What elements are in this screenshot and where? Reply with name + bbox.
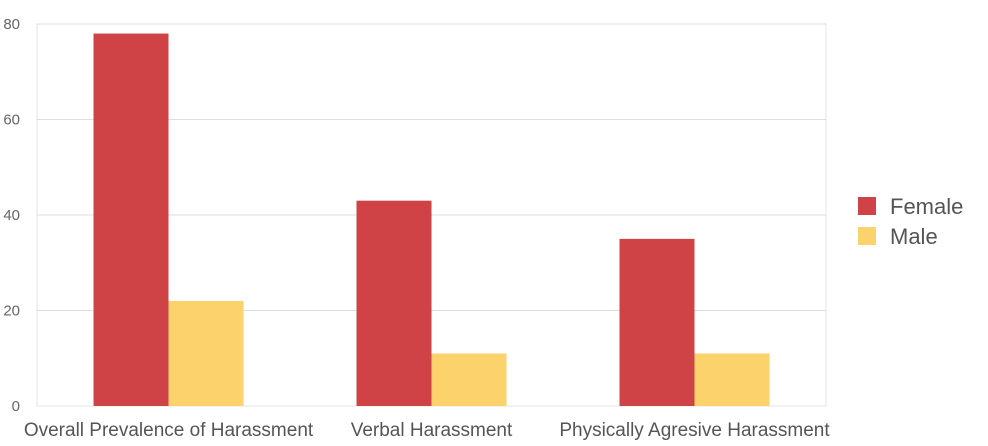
x-category-label: Physically Agresive Harassment bbox=[559, 420, 830, 441]
y-tick-label: 40 bbox=[3, 207, 20, 224]
legend: Female Male bbox=[858, 194, 963, 249]
legend-swatch-male bbox=[858, 227, 876, 245]
y-axis: 0 20 40 60 80 bbox=[3, 16, 20, 415]
bar-male-0 bbox=[168, 300, 244, 406]
x-axis: Overall Prevalence of Harassment Verbal H… bbox=[24, 420, 831, 441]
bar-female-2 bbox=[619, 238, 695, 406]
legend-label-female: Female bbox=[890, 194, 963, 219]
y-tick-label: 60 bbox=[3, 112, 20, 129]
x-category-label: Verbal Harassment bbox=[351, 420, 513, 441]
bar-female-1 bbox=[356, 200, 432, 406]
bar-female-0 bbox=[93, 33, 169, 407]
bar-male-2 bbox=[694, 353, 770, 406]
bars bbox=[93, 33, 770, 407]
y-tick-label: 20 bbox=[3, 303, 20, 320]
legend-label-male: Male bbox=[890, 224, 938, 249]
bar-male-1 bbox=[431, 353, 507, 406]
y-tick-label: 80 bbox=[3, 16, 20, 33]
y-tick-label: 0 bbox=[12, 398, 20, 415]
legend-swatch-female bbox=[858, 197, 876, 215]
x-category-label: Overall Prevalence of Harassment bbox=[24, 420, 314, 441]
